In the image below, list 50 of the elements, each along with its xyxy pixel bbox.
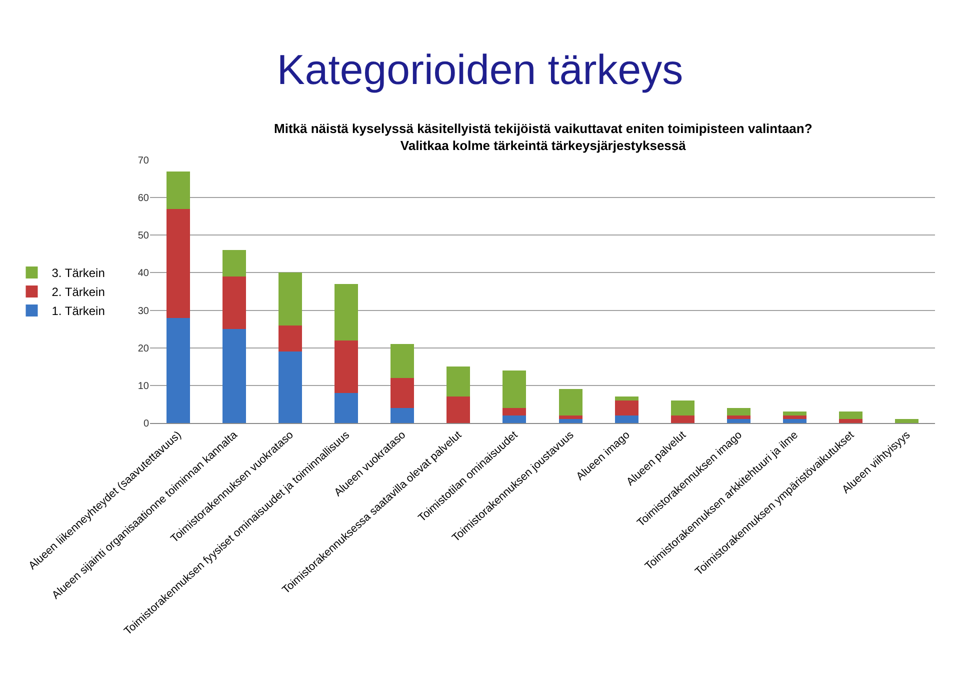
bar [670, 400, 694, 416]
bar [558, 389, 582, 416]
bar [726, 415, 751, 420]
bar [839, 419, 863, 423]
bar [895, 419, 919, 423]
bar [334, 340, 358, 393]
bar [166, 208, 190, 318]
y-tick-label: 60 [138, 193, 150, 204]
bar [670, 415, 694, 423]
bar [614, 400, 638, 416]
legend-label: 3. Tärkein [52, 266, 105, 280]
y-tick-label: 20 [138, 343, 150, 354]
bar [446, 396, 470, 423]
bar [839, 412, 863, 420]
bar [783, 412, 807, 416]
bar [783, 419, 807, 423]
y-tick-label: 30 [138, 306, 150, 317]
y-tick-label: 0 [143, 418, 150, 430]
bar [222, 250, 246, 276]
bar [278, 352, 302, 423]
bar [278, 325, 302, 352]
bar [390, 378, 414, 408]
bar [446, 366, 470, 397]
bar [558, 415, 582, 420]
bar [726, 408, 751, 416]
bar [166, 171, 190, 209]
bar [502, 415, 526, 423]
y-tick-label: 50 [138, 230, 150, 242]
bar [166, 318, 190, 423]
bar [222, 329, 246, 423]
bar [502, 408, 526, 416]
bar [614, 415, 638, 423]
y-tick-label: 70 [138, 156, 150, 166]
y-tick-label: 10 [138, 380, 150, 392]
bar [390, 408, 414, 423]
bar [334, 284, 358, 340]
bar [222, 276, 246, 330]
bar [558, 419, 582, 423]
chart-title: Kategorioiden tärkeys [276, 46, 684, 93]
legend-label: 2. Tärkein [52, 285, 105, 300]
bar [334, 392, 358, 423]
bar [390, 344, 414, 378]
bar [726, 419, 751, 423]
bar [614, 396, 638, 400]
bar [278, 272, 302, 326]
bar [502, 370, 526, 408]
legend-label: 1. Tärkein [52, 304, 105, 318]
y-tick-label: 40 [138, 268, 150, 280]
bar [783, 415, 807, 420]
chart-subtitle: Mitkä näistä kyselyssä käsitellyistä tekijöistä vaikuttavat eniten toimipisteen valintaan? Valitkaa kolme tärkeintä tärkeysjärjestyksessä [274, 121, 812, 153]
